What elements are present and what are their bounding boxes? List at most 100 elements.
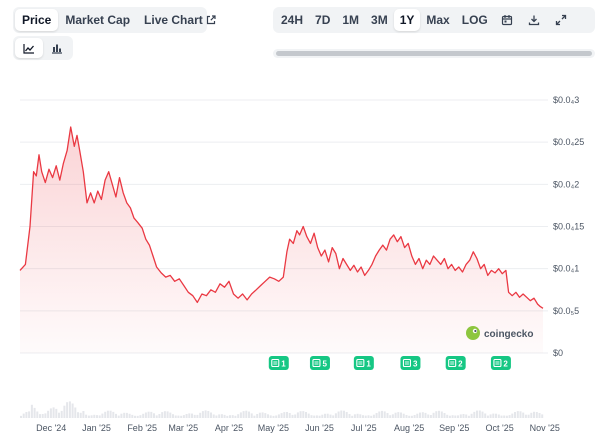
event-marker[interactable]: 2	[445, 356, 466, 370]
volume-bar	[538, 413, 541, 418]
news-icon	[402, 358, 411, 368]
volume-bar	[296, 412, 299, 418]
volume-bar	[435, 411, 438, 418]
volume-bar	[389, 415, 392, 418]
chart-range-scrollbar[interactable]	[273, 49, 595, 58]
event-marker[interactable]: 2	[490, 356, 511, 370]
volume-bar	[193, 414, 196, 418]
volume-bar	[155, 415, 158, 418]
volume-bar	[144, 412, 147, 418]
event-marker[interactable]: 1	[268, 356, 289, 370]
line-chart-button[interactable]	[15, 38, 43, 58]
volume-bar	[277, 414, 280, 418]
volume-bar	[210, 412, 212, 418]
volume-bar	[87, 415, 90, 418]
volume-bar	[264, 413, 267, 418]
volume-bar	[343, 410, 345, 418]
volume-bar	[218, 414, 221, 418]
volume-bar	[96, 415, 98, 418]
range-3m[interactable]: 3M	[371, 13, 388, 27]
event-marker[interactable]: 1	[353, 356, 374, 370]
tab-live-chart[interactable]: Live Chart	[137, 9, 223, 31]
news-icon	[448, 358, 457, 368]
volume-bar	[329, 414, 332, 418]
volume-bar	[527, 414, 530, 418]
volume-bar	[514, 412, 516, 418]
volume-bar	[128, 413, 131, 418]
x-tick-label: Jun '25	[305, 423, 334, 433]
volume-bar	[180, 415, 183, 418]
volume-bar	[85, 414, 88, 418]
volume-bar	[408, 415, 411, 418]
volume-bar	[337, 411, 340, 418]
volume-bar	[427, 414, 430, 418]
range-24h[interactable]: 24H	[281, 13, 304, 27]
volume-bar	[481, 411, 484, 418]
volume-bar	[402, 413, 405, 418]
range-max[interactable]: Max	[426, 13, 450, 27]
y-tick-label: $0.0₄15	[553, 222, 584, 232]
volume-bar	[201, 411, 204, 418]
y-tick-label: $0.0₄3	[553, 95, 579, 105]
x-tick-label: Feb '25	[127, 423, 157, 433]
volume-bar	[391, 414, 394, 418]
volume-bar	[530, 412, 533, 418]
news-icon	[271, 358, 280, 368]
chart-type-toggle	[13, 36, 73, 60]
volume-bar	[315, 415, 318, 418]
volume-bar	[220, 414, 223, 418]
tab-price[interactable]: Price	[15, 9, 59, 31]
line-chart-icon	[23, 43, 34, 54]
volume-bar	[90, 415, 93, 418]
volume-bar	[226, 415, 229, 418]
volume-bars	[20, 401, 544, 418]
x-tick-label: Dec '24	[36, 423, 66, 433]
volume-bar	[153, 413, 155, 418]
range-1y[interactable]: 1Y	[393, 9, 421, 31]
volume-bar	[489, 414, 492, 418]
volume-bar	[348, 414, 351, 418]
range-7d[interactable]: 7D	[315, 13, 331, 27]
volume-bar	[161, 412, 164, 418]
volume-bar	[174, 415, 177, 418]
volume-bar	[131, 414, 134, 418]
candlestick-chart-button[interactable]	[43, 38, 71, 58]
price-chart: $0.0₄3 $0.0₄25 $0.0₄2 $0.0₄15 $0.0₄1 $0.0₅5 $0…	[19, 95, 584, 433]
volume-bar	[410, 415, 413, 418]
toggle-log-scale[interactable]: LOG	[461, 13, 488, 27]
volume-bar	[313, 415, 316, 418]
volume-bar	[432, 412, 435, 418]
download-button[interactable]	[521, 9, 548, 31]
volume-bar	[142, 413, 145, 418]
volume-bar	[476, 410, 478, 418]
volume-bar	[367, 415, 370, 418]
volume-bar	[212, 414, 215, 418]
fullscreen-button[interactable]	[548, 9, 575, 31]
volume-bar	[505, 415, 508, 418]
volume-bar	[405, 415, 408, 418]
volume-bar	[508, 415, 511, 418]
calendar-button[interactable]	[494, 9, 521, 31]
event-count: 2	[458, 360, 463, 369]
volume-bar	[340, 410, 343, 418]
volume-bar	[267, 414, 269, 418]
volume-bar	[269, 415, 272, 418]
volume-bar	[383, 411, 386, 418]
x-tick-label: Sep '25	[439, 423, 469, 433]
volume-bar	[44, 413, 47, 418]
range-1m[interactable]: 1M	[342, 13, 360, 27]
volume-bar	[166, 411, 169, 418]
scrollbar-thumb[interactable]	[276, 51, 592, 56]
volume-bar	[495, 413, 497, 418]
price-area-fill	[20, 127, 543, 353]
volume-bar	[177, 415, 180, 418]
tab-market-cap[interactable]: Market Cap	[65, 13, 131, 27]
volume-bar	[535, 412, 538, 418]
volume-bar	[215, 415, 218, 418]
event-marker[interactable]: 5	[309, 356, 330, 370]
volume-bar	[324, 413, 326, 418]
volume-bar	[106, 410, 109, 418]
event-marker[interactable]: 3	[400, 356, 421, 370]
volume-bar	[372, 414, 375, 418]
volume-bar	[400, 412, 402, 418]
